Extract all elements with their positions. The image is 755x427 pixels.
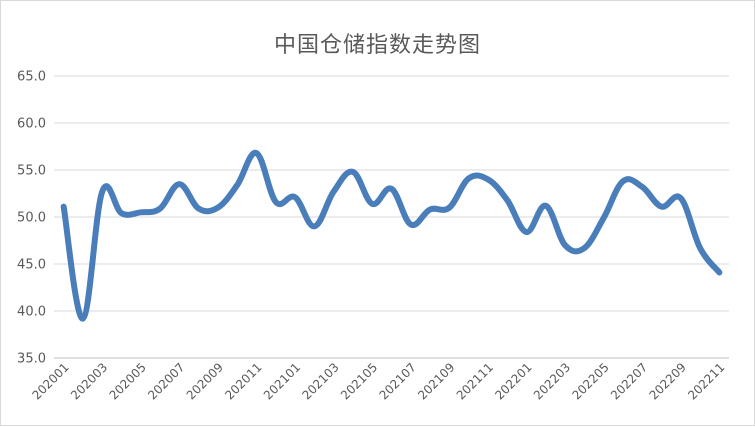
y-tick-label: 45.0 [17, 258, 46, 273]
data-point [620, 178, 626, 184]
data-point [639, 184, 645, 190]
data-point [389, 186, 395, 192]
x-tick-label: 202109 [415, 360, 457, 402]
data-point [80, 316, 86, 322]
data-point [524, 229, 530, 235]
data-point [601, 215, 607, 221]
data-point [350, 169, 356, 175]
data-point [99, 189, 105, 195]
data-point [234, 182, 240, 188]
x-tick-label: 202209 [647, 360, 689, 402]
x-tick-label: 202001 [29, 360, 71, 402]
x-tick-label: 202011 [222, 360, 264, 402]
data-point [196, 206, 202, 212]
x-tick-label: 202205 [569, 360, 611, 402]
data-point [408, 222, 414, 228]
data-point [176, 181, 182, 187]
data-point [716, 269, 722, 275]
data-point [138, 209, 144, 215]
chart-title: 中国仓储指数走势图 [273, 33, 481, 58]
data-point [562, 242, 568, 248]
x-tick-label: 202005 [107, 360, 149, 402]
y-tick-label: 55.0 [17, 164, 46, 179]
data-point [659, 204, 665, 210]
x-tick-label: 202207 [608, 360, 650, 402]
y-tick-label: 35.0 [17, 352, 46, 367]
data-point [292, 194, 298, 200]
x-tick-label: 202107 [377, 360, 419, 402]
data-point [485, 176, 491, 182]
data-point [427, 206, 433, 212]
x-tick-label: 202009 [184, 360, 226, 402]
x-tick-label: 202003 [68, 360, 110, 402]
y-tick-label: 50.0 [17, 211, 46, 226]
x-tick-label: 202103 [299, 360, 341, 402]
x-tick-label: 202201 [492, 360, 534, 402]
x-tick-label: 202211 [685, 360, 727, 402]
data-point [254, 150, 260, 156]
data-point [311, 223, 317, 229]
x-tick-label: 202101 [261, 360, 303, 402]
data-point [504, 197, 510, 203]
data-point [466, 175, 472, 181]
y-tick-label: 40.0 [17, 305, 46, 320]
x-tick-label: 202203 [531, 360, 573, 402]
data-point [157, 206, 163, 212]
y-tick-label: 65.0 [17, 70, 46, 85]
data-point [446, 205, 452, 211]
data-point [678, 195, 684, 201]
data-point [331, 189, 337, 195]
data-point [215, 205, 221, 211]
data-point [369, 201, 375, 207]
series-line [60, 150, 723, 322]
x-tick-label: 202111 [454, 360, 496, 402]
data-point [273, 199, 279, 205]
x-tick-label: 202007 [145, 360, 187, 402]
data-point [581, 245, 587, 251]
x-tick-label: 202105 [338, 360, 380, 402]
y-tick-label: 60.0 [17, 117, 46, 132]
data-point [119, 210, 125, 216]
data-point [697, 245, 703, 251]
data-point [543, 203, 549, 209]
data-point [61, 204, 67, 210]
